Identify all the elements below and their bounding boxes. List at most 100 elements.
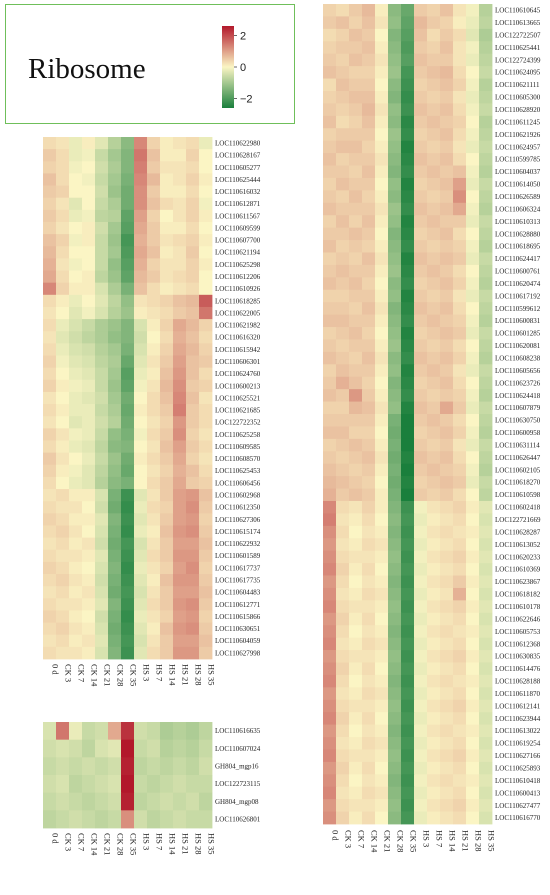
heatmap-cell: [453, 451, 467, 465]
column-label: CK 35: [129, 833, 139, 855]
heatmap-cell: [160, 185, 174, 199]
heatmap-cell: [69, 343, 83, 356]
heatmap-cell: [453, 761, 467, 775]
heatmap-cell: [336, 4, 350, 17]
heatmap-cell: [82, 574, 96, 587]
heatmap-cell: [134, 622, 148, 636]
heatmap-cell: [56, 646, 70, 660]
heatmap-cell: [134, 549, 148, 563]
heatmap-cell: [160, 246, 174, 259]
heatmap-cell: [199, 367, 213, 381]
heatmap-cell: [414, 227, 428, 241]
heatmap-cell: [401, 264, 415, 278]
heatmap-cell: [362, 637, 376, 651]
heatmap-cell: [375, 463, 389, 477]
heatmap-cell: [199, 464, 213, 478]
heatmap-cell: [375, 227, 389, 241]
heatmap-cell: [362, 699, 376, 713]
heatmap-cell: [440, 401, 454, 415]
heatmap-cell: [401, 339, 415, 353]
heatmap-cell: [479, 811, 493, 825]
heatmap-cell: [479, 451, 493, 465]
heatmap-cell: [466, 66, 480, 79]
heatmap-cell: [336, 451, 350, 465]
heatmap-cell: [453, 314, 467, 328]
heatmap-cell: [440, 41, 454, 55]
heatmap-cell: [95, 173, 109, 186]
heatmap-cell: [388, 165, 402, 179]
row-label: LOC110624760: [215, 370, 261, 378]
heatmap-cell: [414, 637, 428, 651]
heatmap-cell: [388, 240, 402, 253]
heatmap-cell: [427, 414, 441, 427]
heatmap-cell: [69, 489, 83, 502]
heatmap-cell: [479, 612, 493, 626]
heatmap-cell: [134, 221, 148, 235]
heatmap-cell: [82, 525, 96, 539]
heatmap-cell: [479, 177, 493, 191]
heatmap-cell: [440, 600, 454, 614]
heatmap-cell: [108, 561, 122, 575]
heatmap-cell: [69, 270, 83, 284]
heatmap-cell: [375, 414, 389, 427]
heatmap-cell: [323, 277, 337, 291]
heatmap-cell: [466, 438, 480, 452]
heatmap-cell: [108, 282, 122, 296]
heatmap-cell: [388, 724, 402, 738]
heatmap-cell: [440, 774, 454, 788]
heatmap-cell: [388, 650, 402, 663]
heatmap-cell: [199, 294, 213, 308]
heatmap-cell: [362, 153, 376, 166]
heatmap-cell: [95, 331, 109, 344]
heatmap-cell: [186, 525, 200, 539]
heatmap-cell: [466, 662, 480, 676]
heatmap-cell: [401, 650, 415, 663]
heatmap-cell: [427, 538, 441, 552]
heatmap-cell: [414, 115, 428, 129]
heatmap-cell: [69, 149, 83, 162]
heatmap-cell: [466, 587, 480, 601]
heatmap-cell: [453, 28, 467, 42]
heatmap-cell: [401, 674, 415, 688]
heatmap-cell: [323, 339, 337, 353]
heatmap-cell: [323, 389, 337, 402]
heatmap-cell: [147, 404, 161, 417]
heatmap-cell: [362, 53, 376, 67]
heatmap-cell: [453, 277, 467, 291]
heatmap-cell: [388, 16, 402, 30]
heatmap-cell: [108, 209, 122, 223]
heatmap-cell: [453, 376, 467, 390]
row-label: LOC110601285: [495, 330, 541, 338]
heatmap-cell: [134, 246, 148, 259]
heatmap-cell: [56, 489, 70, 502]
heatmap-cell: [147, 246, 161, 259]
heatmap-cell: [349, 575, 363, 589]
heatmap-cell: [199, 598, 213, 611]
heatmap-cell: [69, 391, 83, 405]
heatmap-cell: [323, 587, 337, 601]
heatmap-cell: [466, 476, 480, 489]
heatmap-cell: [56, 137, 70, 150]
heatmap-cell: [160, 355, 174, 369]
heatmap-cell: [427, 401, 441, 415]
heatmap-cell: [186, 343, 200, 356]
heatmap-cell: [440, 227, 454, 241]
column-label: HS 21: [461, 830, 471, 852]
heatmap-cell: [427, 699, 441, 713]
heatmap-cell: [466, 786, 480, 800]
heatmap-cell: [95, 549, 109, 563]
row-label: LOC110618285: [215, 297, 261, 305]
heatmap-cell: [336, 264, 350, 278]
heatmap-cell: [414, 563, 428, 576]
heatmap-cell: [375, 438, 389, 452]
heatmap-cell: [82, 634, 96, 648]
heatmap-cell: [401, 41, 415, 55]
heatmap-cell: [160, 722, 174, 741]
heatmap-cell: [95, 537, 109, 551]
heatmap-cell: [375, 177, 389, 191]
heatmap-cell: [121, 586, 135, 599]
row-label: LOC110612771: [215, 601, 261, 609]
heatmap-cell: [160, 234, 174, 247]
heatmap-cell: [95, 428, 109, 441]
